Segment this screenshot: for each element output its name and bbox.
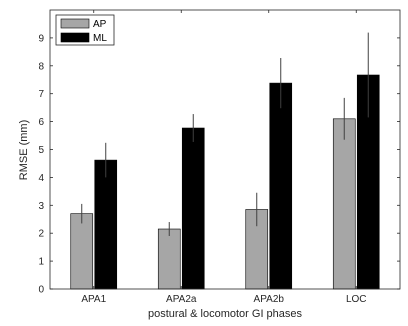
bars-layer xyxy=(70,74,380,290)
legend-label-ap: AP xyxy=(93,19,107,30)
x-tick-label-apa2b: APA2b xyxy=(254,294,285,305)
bar-ml-apa1 xyxy=(94,159,118,290)
x-tick-label-loc: LOC xyxy=(346,294,367,305)
legend-swatch-ml xyxy=(60,32,90,43)
y-tick-label: 8 xyxy=(38,61,44,72)
y-tick-label: 6 xyxy=(38,117,44,128)
legend: AP ML xyxy=(55,14,115,46)
y-tick-label: 3 xyxy=(38,201,44,212)
y-tick-label: 7 xyxy=(38,89,44,100)
y-axis-label: RMSE (mm) xyxy=(18,120,30,181)
bar-ap-loc xyxy=(332,118,356,290)
y-tick-label: 2 xyxy=(38,229,44,240)
y-tick-label: 5 xyxy=(38,145,44,156)
y-tick-label: 4 xyxy=(38,173,44,184)
legend-label-ml: ML xyxy=(93,33,107,44)
x-axis-label: postural & locomotor GI phases xyxy=(148,308,303,320)
x-tick-label-apa1: APA1 xyxy=(81,294,106,305)
y-tick-label: 0 xyxy=(38,285,44,296)
legend-swatch-ap xyxy=(60,18,90,29)
y-axis: 0 1 2 3 4 5 6 7 8 9 xyxy=(38,33,400,296)
y-tick-label: 1 xyxy=(38,257,44,268)
x-tick-label-apa2a: APA2a xyxy=(166,294,197,305)
y-tick-label: 9 xyxy=(38,33,44,44)
bar-ml-apa2b xyxy=(269,82,293,290)
bar-ap-apa1 xyxy=(70,213,94,290)
x-axis: APA1 APA2a APA2b LOC xyxy=(81,10,367,305)
error-bars-layer xyxy=(81,32,369,236)
bar-ap-apa2a xyxy=(157,228,181,290)
bar-ml-apa2a xyxy=(181,127,205,290)
